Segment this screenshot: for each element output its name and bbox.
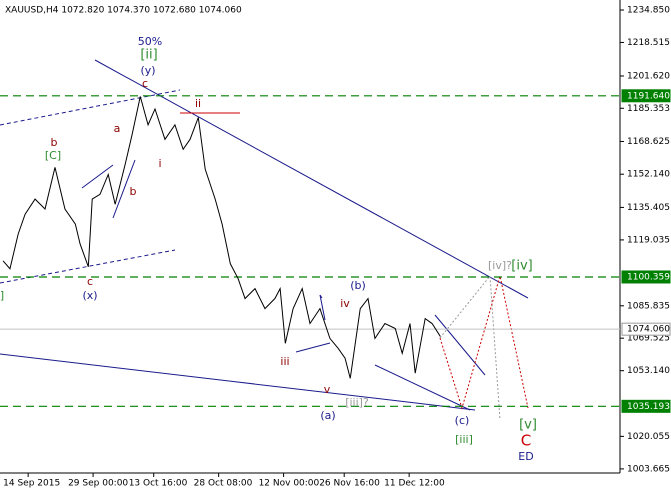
x-tick-label: 11 Dec 12:00 xyxy=(384,479,445,489)
x-tick-label: 26 Nov 16:00 xyxy=(319,479,380,489)
wave-label: ED xyxy=(518,450,533,463)
trend-line xyxy=(374,364,471,411)
y-tick-label: 1119.035 xyxy=(627,235,670,245)
y-tick-label: 1234.850 xyxy=(627,6,670,16)
wave-label: [C] xyxy=(45,149,61,162)
level-label: 1074.060 xyxy=(627,325,670,335)
y-tick-label: 1152.140 xyxy=(627,170,670,180)
y-tick-label: 1168.625 xyxy=(627,137,670,147)
wave-lines xyxy=(0,59,529,421)
y-tick-label: 1218.515 xyxy=(627,38,670,48)
x-tick-label: 14 Sep 2015 xyxy=(3,479,60,489)
y-tick-label: 1201.620 xyxy=(627,71,670,81)
wave-label: iii xyxy=(280,355,289,368)
level-label: 1191.640 xyxy=(627,91,670,101)
y-tick-label: 1135.405 xyxy=(627,203,670,213)
wave-label: (b) xyxy=(350,279,366,292)
price-line xyxy=(2,96,441,379)
trend-line xyxy=(319,294,326,321)
trend-line xyxy=(94,59,529,299)
y-tick-label: 1053.140 xyxy=(627,366,670,376)
wave-label: [iv] xyxy=(511,259,532,274)
wave-label: (x) xyxy=(82,289,97,302)
wave-label: (y) xyxy=(140,64,155,77)
level-tag xyxy=(621,322,671,336)
wave-label: v xyxy=(324,383,331,396)
level-tag xyxy=(621,399,671,413)
trend-line xyxy=(295,342,331,353)
wave-label: [iii]? xyxy=(345,396,369,409)
wave-label: (c) xyxy=(455,414,470,427)
y-tick-label: 1020.055 xyxy=(627,432,670,442)
wave-label: C xyxy=(521,432,531,450)
x-tick-label: 13 Oct 16:00 xyxy=(129,479,188,489)
wave-label: a xyxy=(114,122,121,135)
wave-label: ] xyxy=(0,289,4,302)
wave-label: b xyxy=(130,185,137,198)
y-tick-label: 1003.665 xyxy=(627,464,670,474)
x-tick-label: 12 Nov 00:00 xyxy=(259,479,320,489)
trend-line xyxy=(319,294,323,299)
forecast-path xyxy=(439,275,529,410)
x-tick-label: 29 Sep 00:00 xyxy=(68,479,128,489)
wave-label: c xyxy=(142,77,148,90)
wave-label: [iv]? xyxy=(488,259,512,272)
chart-title: XAUUSD,H4 1072.820 1074.370 1072.680 107… xyxy=(5,6,242,16)
wave-label: 50% xyxy=(138,35,162,48)
y-tick-label: 1185.353 xyxy=(627,104,670,114)
level-label: 1035.193 xyxy=(627,402,670,412)
trend-line xyxy=(434,314,486,376)
y-tick-label: 1069.525 xyxy=(627,334,670,344)
level-label: 1100.359 xyxy=(627,272,670,282)
wave-label: ii xyxy=(195,97,201,110)
y-tick-label: 1085.835 xyxy=(627,301,670,311)
wave-label: b xyxy=(51,136,58,149)
trend-line xyxy=(81,164,114,189)
wave-label: [iii] xyxy=(455,433,473,446)
wave-label: [ii] xyxy=(140,48,157,63)
wave-label: [v] xyxy=(519,418,537,433)
channel-line xyxy=(0,89,181,126)
level-tag xyxy=(621,270,671,284)
x-tick-label: 28 Oct 08:00 xyxy=(194,479,253,489)
wave-label: iv xyxy=(340,297,350,310)
wave-label: (a) xyxy=(320,409,335,422)
trend-line xyxy=(0,353,476,411)
wave-label: c xyxy=(87,275,93,288)
level-tag xyxy=(621,89,671,103)
trend-line xyxy=(112,159,136,219)
wave-label: i xyxy=(158,157,161,170)
